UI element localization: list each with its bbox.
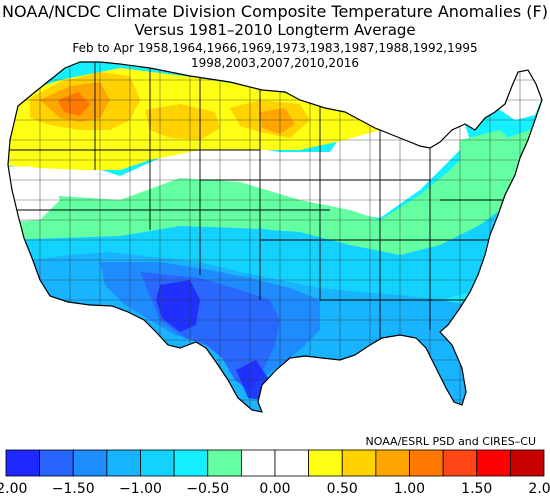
legend-swatch — [207, 449, 242, 477]
legend-swatch — [274, 449, 310, 477]
legend-swatch — [476, 449, 511, 477]
legend-tick-label: −2.00 — [0, 481, 27, 497]
us-anomaly-map — [7, 61, 543, 413]
composite-years-line1: Feb to Apr 1958,1964,1966,1969,1973,1983… — [72, 41, 478, 55]
legend-tick-label: 2.00 — [528, 481, 550, 497]
legend-swatch — [375, 449, 410, 477]
color-legend: −2.00 −1.50 −1.00 −0.50 0.00 0.50 1.00 1.50 2.00 — [0, 449, 550, 497]
legend-swatch — [173, 449, 209, 477]
legend-tick-label: 0.00 — [259, 481, 290, 497]
composite-years-line2: 1998,2003,2007,2010,2016 — [191, 56, 359, 70]
legend-swatch — [341, 449, 377, 477]
legend-tick-label: 1.50 — [461, 481, 492, 497]
data-credit: NOAA/ESRL PSD and CIRES–CU — [365, 435, 536, 448]
legend-swatch — [106, 449, 141, 477]
legend-swatch — [240, 449, 276, 477]
legend-swatches — [5, 449, 545, 477]
legend-tick-label: 1.00 — [394, 481, 425, 497]
legend-swatch — [409, 449, 444, 477]
legend-tick-label: −0.50 — [186, 481, 229, 497]
legend-swatch — [442, 449, 478, 477]
legend-tick-label: −1.00 — [119, 481, 162, 497]
legend-swatch — [308, 449, 343, 477]
legend-tick-label: −1.50 — [52, 481, 95, 497]
title-block: NOAA/NCDC Climate Division Composite Tem… — [0, 2, 550, 71]
legend-swatch — [509, 449, 545, 477]
legend-swatch — [5, 449, 41, 477]
map-title: NOAA/NCDC Climate Division Composite Tem… — [2, 2, 548, 21]
map-subtitle: Versus 1981–2010 Longterm Average — [134, 21, 416, 39]
legend-tick-label: 0.50 — [327, 481, 358, 497]
legend-swatch — [72, 449, 108, 477]
legend-swatch — [140, 449, 175, 477]
legend-tick-labels: −2.00 −1.50 −1.00 −0.50 0.00 0.50 1.00 1.50 2.00 — [0, 481, 550, 497]
legend-swatch — [39, 449, 74, 477]
